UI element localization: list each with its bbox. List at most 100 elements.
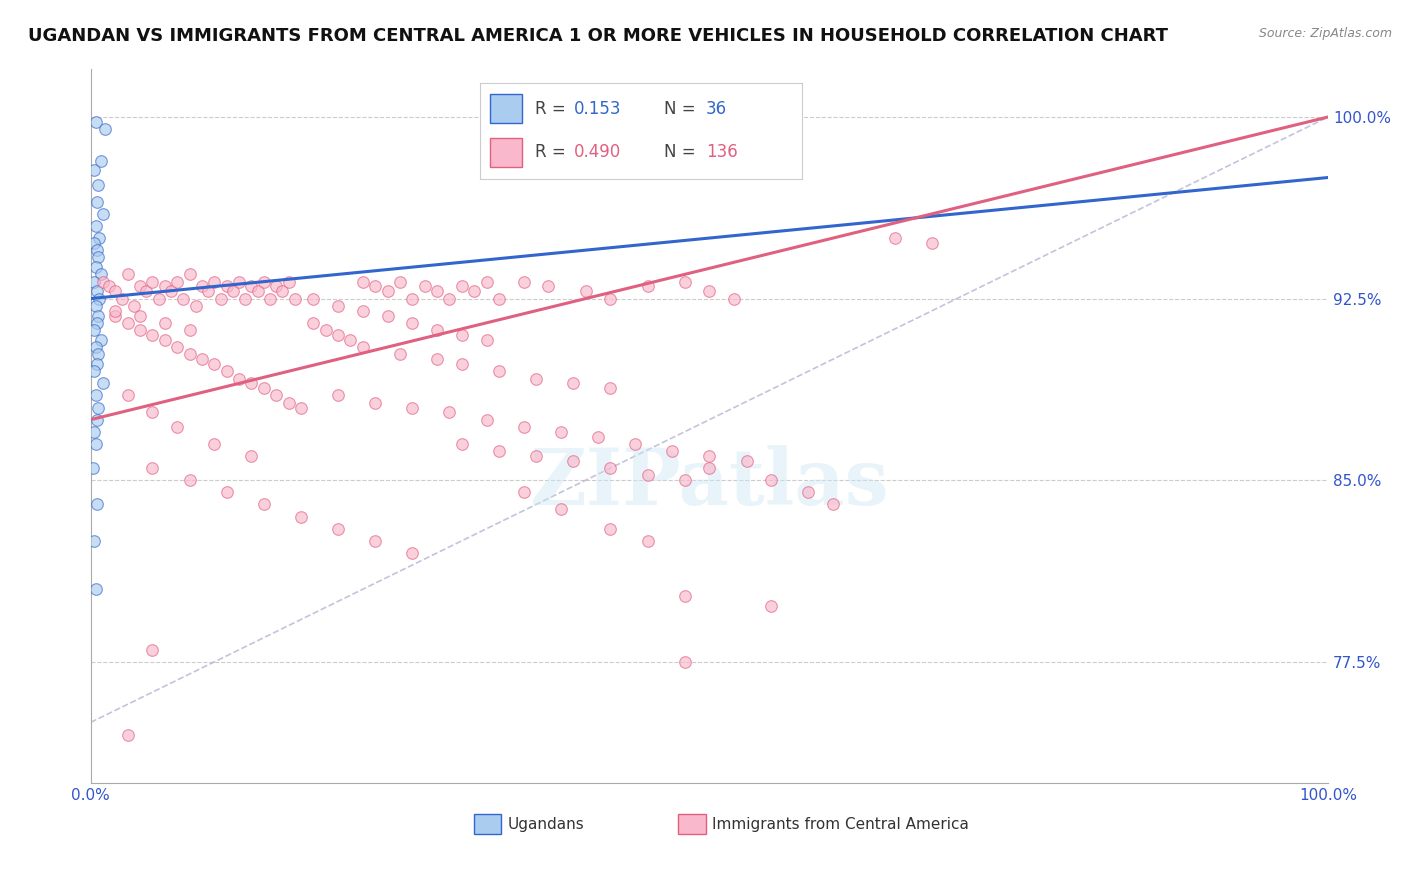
Point xyxy=(475,275,498,289)
Point xyxy=(160,285,183,299)
Point xyxy=(513,275,536,289)
Point xyxy=(326,299,349,313)
Point xyxy=(191,279,214,293)
Point xyxy=(513,485,536,500)
Point xyxy=(83,533,105,548)
Point xyxy=(179,347,201,361)
Point xyxy=(122,299,145,313)
Point xyxy=(215,364,238,378)
Point xyxy=(562,454,585,468)
Point xyxy=(364,279,387,293)
Point xyxy=(451,357,474,371)
Point xyxy=(352,303,374,318)
Point xyxy=(83,275,105,289)
Point xyxy=(141,405,163,419)
Point xyxy=(86,243,108,257)
Point xyxy=(84,260,107,274)
Point xyxy=(451,279,474,293)
Point xyxy=(259,292,281,306)
Point xyxy=(153,333,176,347)
Point xyxy=(401,316,423,330)
Text: Ugandans: Ugandans xyxy=(508,817,585,832)
Point xyxy=(129,309,152,323)
Point xyxy=(637,533,659,548)
Bar xyxy=(474,814,502,834)
Point xyxy=(439,292,461,306)
Point xyxy=(89,268,111,282)
Point xyxy=(426,285,449,299)
Point xyxy=(117,268,139,282)
Point xyxy=(87,251,110,265)
Point xyxy=(290,509,312,524)
Point xyxy=(228,371,250,385)
Text: Immigrants from Central America: Immigrants from Central America xyxy=(711,817,969,832)
Point xyxy=(451,327,474,342)
Point xyxy=(661,444,683,458)
Point xyxy=(228,275,250,289)
Point xyxy=(83,235,105,250)
Point xyxy=(624,437,647,451)
Point xyxy=(513,420,536,434)
Point xyxy=(401,546,423,560)
Point xyxy=(735,454,758,468)
Point xyxy=(215,279,238,293)
Point xyxy=(488,292,510,306)
Point xyxy=(215,485,238,500)
Point xyxy=(86,194,108,209)
Point xyxy=(253,498,276,512)
Point xyxy=(83,425,105,439)
Point xyxy=(179,268,201,282)
Text: Source: ZipAtlas.com: Source: ZipAtlas.com xyxy=(1258,27,1392,40)
Point xyxy=(253,275,276,289)
Point xyxy=(172,292,194,306)
Point xyxy=(209,292,232,306)
Point xyxy=(599,461,621,475)
Point xyxy=(117,388,139,402)
Point xyxy=(84,340,107,354)
Point xyxy=(240,279,263,293)
Point xyxy=(83,163,105,178)
Point xyxy=(166,275,188,289)
Point xyxy=(87,347,110,361)
Point xyxy=(699,285,721,299)
Point xyxy=(426,352,449,367)
Point xyxy=(153,316,176,330)
Point xyxy=(377,285,399,299)
Point xyxy=(352,340,374,354)
Point xyxy=(352,275,374,289)
Point xyxy=(246,285,269,299)
Point xyxy=(83,364,105,378)
Point xyxy=(315,323,337,337)
Point xyxy=(637,468,659,483)
Point xyxy=(84,299,107,313)
Point xyxy=(84,437,107,451)
Point xyxy=(673,655,696,669)
Point xyxy=(240,376,263,391)
Point xyxy=(377,309,399,323)
Point xyxy=(104,303,127,318)
Point xyxy=(364,533,387,548)
Point xyxy=(141,461,163,475)
Point xyxy=(413,279,436,293)
Point xyxy=(277,395,299,409)
Point xyxy=(475,412,498,426)
Point xyxy=(135,285,157,299)
Point xyxy=(89,333,111,347)
Point xyxy=(401,401,423,415)
Text: ZIPatlas: ZIPatlas xyxy=(530,445,889,521)
Point xyxy=(86,285,108,299)
Point xyxy=(426,323,449,337)
Point xyxy=(253,381,276,395)
Point xyxy=(86,316,108,330)
Point xyxy=(550,425,572,439)
Point xyxy=(364,395,387,409)
Point xyxy=(202,357,225,371)
Point xyxy=(110,292,132,306)
Point xyxy=(86,357,108,371)
Text: UGANDAN VS IMMIGRANTS FROM CENTRAL AMERICA 1 OR MORE VEHICLES IN HOUSEHOLD CORRE: UGANDAN VS IMMIGRANTS FROM CENTRAL AMERI… xyxy=(28,27,1168,45)
Point xyxy=(166,420,188,434)
Point xyxy=(599,292,621,306)
Point xyxy=(104,309,127,323)
Point xyxy=(326,327,349,342)
Point xyxy=(524,449,547,463)
